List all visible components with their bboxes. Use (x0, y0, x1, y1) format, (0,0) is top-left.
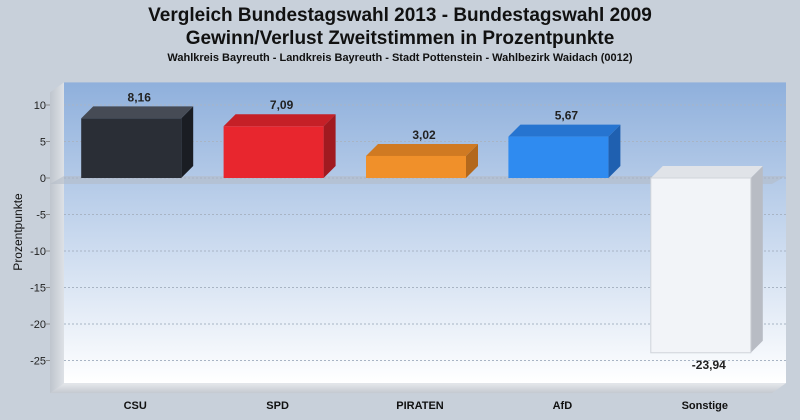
bar-sonstige (650, 166, 763, 354)
y-tick-label: -15 (30, 283, 46, 295)
data-label: 3,02 (412, 128, 436, 142)
bar-top (223, 114, 336, 127)
bar-csu (81, 106, 194, 178)
data-labels: 8,16 7,09 3,02 5,67 -23,94 (128, 90, 727, 371)
y-tick-label: -20 (30, 319, 46, 331)
bar-side (181, 106, 194, 178)
plot-left-wall (50, 82, 64, 394)
chart-title-line1: Vergleich Bundestagswahl 2013 - Bundesta… (148, 5, 652, 26)
y-tick-label: 5 (40, 137, 46, 149)
bar-side (323, 114, 336, 178)
bar-front (650, 177, 752, 354)
y-tick-label: 0 (40, 173, 46, 185)
category-label: PIRATEN (396, 400, 444, 412)
category-label: CSU (124, 400, 147, 412)
bar-side (466, 143, 478, 178)
bar-piraten (366, 143, 478, 178)
chart-title-line2: Gewinn/Verlust Zweitstimmen in Prozentpu… (185, 28, 615, 49)
y-axis-ticks: 10 5 0 -5 -10 -15 -20 -25 (30, 100, 50, 368)
bar-top (81, 106, 194, 119)
y-tick-label: -10 (30, 246, 46, 258)
bar-side (750, 166, 763, 353)
bar-top (650, 166, 763, 178)
bars (81, 106, 763, 354)
data-label: 5,67 (555, 109, 579, 123)
data-label: 7,09 (270, 98, 294, 112)
chart-title: Vergleich Bundestagswahl 2013 - Bundesta… (0, 4, 800, 50)
y-axis-label: Prozentpunkte (11, 193, 25, 271)
bar-afd (508, 124, 621, 178)
bar-front (508, 136, 609, 178)
category-label: Sonstige (682, 400, 728, 412)
y-tick-label: -25 (30, 356, 46, 368)
y-tick-label: 10 (34, 100, 46, 112)
bar-front (223, 126, 324, 178)
bar-side (608, 124, 621, 178)
chart-subtitle: Wahlkreis Bayreuth - Landkreis Bayreuth … (167, 52, 633, 64)
data-label: 8,16 (128, 90, 152, 104)
category-label: SPD (266, 400, 289, 412)
grid-lines (64, 104, 786, 361)
data-label: -23,94 (692, 358, 726, 372)
bar-top (508, 124, 621, 137)
category-label: AfD (553, 400, 573, 412)
bar-top (366, 143, 478, 156)
bar-front (366, 155, 466, 178)
bar-front (81, 118, 182, 178)
x-axis-categories: CSU SPD PIRATEN AfD Sonstige (124, 400, 728, 412)
y-tick-label: -5 (36, 210, 46, 222)
plot-floor (50, 383, 786, 394)
bar-spd (223, 114, 336, 178)
